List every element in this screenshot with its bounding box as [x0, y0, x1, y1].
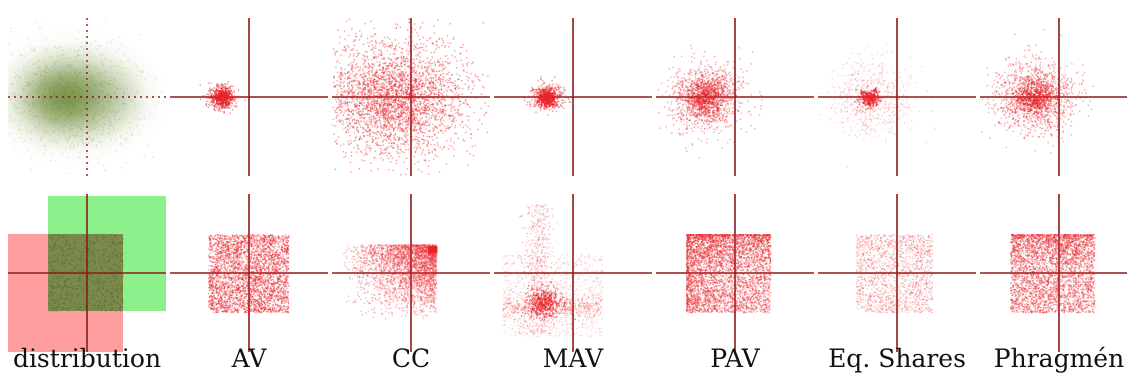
label-cc: CC: [332, 344, 490, 374]
axes: [656, 18, 814, 176]
axes: [818, 18, 976, 176]
axes: [980, 18, 1127, 176]
panel-uniform-eq-shares: [818, 194, 976, 352]
axes: [170, 194, 328, 352]
label-distribution: distribution: [8, 344, 166, 374]
axes: [656, 194, 814, 352]
axes: [170, 18, 328, 176]
axes: [8, 194, 166, 352]
panel-uniform-distribution: [8, 194, 166, 352]
panel-gaussian-pav: [656, 18, 814, 176]
label-eq-shares: Eq. Shares: [818, 344, 976, 374]
panel-gaussian-av: [170, 18, 328, 176]
panel-gaussian-eq-shares: [818, 18, 976, 176]
axes: [980, 194, 1127, 352]
panel-uniform-phragmen: [980, 194, 1127, 352]
label-phragmen: Phragmén: [980, 344, 1127, 374]
axes: [8, 18, 166, 176]
axes: [818, 194, 976, 352]
panel-gaussian-distribution: [8, 18, 166, 176]
panel-uniform-av: [170, 194, 328, 352]
axes: [332, 194, 490, 352]
panel-uniform-mav: [494, 194, 652, 352]
panel-gaussian-mav: [494, 18, 652, 176]
panel-gaussian-phragmen: [980, 18, 1127, 176]
panel-gaussian-cc: [332, 18, 490, 176]
axes: [332, 18, 490, 176]
axes: [494, 18, 652, 176]
axes: [494, 194, 652, 352]
panel-uniform-cc: [332, 194, 490, 352]
label-av: AV: [170, 344, 328, 374]
panel-uniform-pav: [656, 194, 814, 352]
label-pav: PAV: [656, 344, 814, 374]
label-mav: MAV: [494, 344, 652, 374]
